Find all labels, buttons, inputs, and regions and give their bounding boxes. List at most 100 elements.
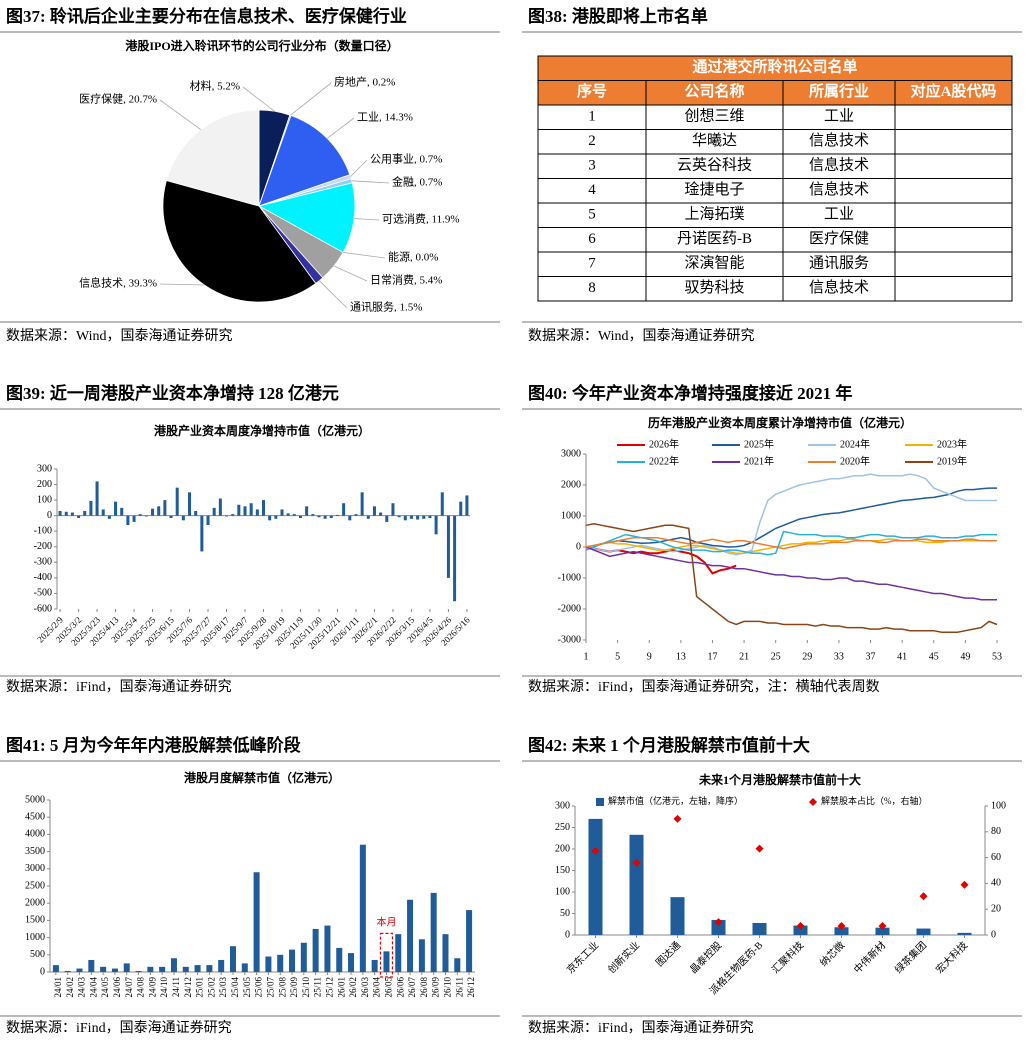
annotation: 本月 (376, 916, 396, 929)
value-label: 11.9% (426, 214, 460, 226)
y-tick-label: 1000 (561, 510, 581, 521)
bar (292, 514, 296, 516)
cell-text: 工业 (824, 108, 854, 125)
pie-label: 医疗保健20.7% (79, 94, 157, 106)
category: 公用事业 (370, 153, 414, 166)
bar (317, 515, 321, 518)
bar (169, 515, 173, 518)
y-tick-label: 150 (555, 865, 570, 876)
bar (395, 934, 402, 972)
bar (335, 514, 339, 516)
bar (359, 844, 366, 972)
x-tick-label: 26/04 (372, 977, 382, 998)
diamond-marker (632, 858, 641, 867)
y-tick-label: 0 (40, 966, 45, 977)
leader-line (333, 265, 368, 282)
x-tick-label: 25/01 (195, 977, 205, 998)
legend-label: 2025年 (744, 437, 774, 450)
bar (107, 515, 111, 519)
y-tick-label: 4000 (25, 829, 45, 840)
bar (793, 925, 808, 935)
table-cell (894, 251, 1013, 277)
bar (163, 500, 167, 516)
pie-label: 可选消费11.9% (382, 214, 460, 226)
x-tick-label: 26/02 (348, 977, 358, 998)
y-tick-label: 100 (555, 886, 570, 897)
bar (446, 515, 450, 578)
figure-caption: 图39: 近一周港股产业资本净增持 128 亿港元 (6, 383, 339, 403)
bar (422, 515, 426, 519)
bar (206, 965, 213, 972)
x-tick-label: 24/06 (112, 977, 122, 998)
y-tick-label: 0 (47, 510, 52, 521)
bar (440, 492, 444, 516)
y-tick-label: 200 (37, 479, 52, 490)
bar (126, 515, 130, 525)
bar (383, 951, 390, 972)
cell-text: 5 (588, 207, 596, 223)
bar (670, 897, 685, 935)
y-tick-label: -100 (34, 526, 52, 537)
x-tick-label: 26/10 (443, 977, 453, 998)
x-tick-label: 25/03 (218, 977, 228, 998)
x-tick-label: 13 (676, 651, 686, 662)
series-line (585, 473, 997, 556)
figure-source: 数据来源：iFind，国泰海通证券研究 (528, 1020, 754, 1036)
pie-label: 房地产0.2% (334, 77, 395, 89)
bar (111, 968, 118, 972)
table-cell (782, 202, 896, 228)
leader-line (319, 280, 348, 309)
y-tick-label: 2000 (561, 479, 581, 490)
x-tick-label: 京东工业 (564, 939, 601, 976)
series-line (585, 536, 997, 550)
bar (265, 956, 272, 972)
x-tick-label: 5 (615, 651, 620, 662)
leader-line (290, 82, 332, 116)
cell-text: 通讯服务 (809, 255, 869, 272)
table-cell (645, 227, 784, 253)
leader-line (350, 159, 368, 178)
x-tick-label: 25/06 (254, 977, 264, 998)
pie-label: 工业14.3% (357, 111, 413, 124)
x-tick-label: 26/11 (454, 977, 464, 997)
bar (391, 503, 395, 516)
table-cell (537, 202, 647, 228)
bar (120, 507, 124, 516)
leader-line (159, 283, 205, 286)
value-label: 0.7% (414, 154, 442, 166)
bar (385, 515, 389, 522)
table-title: 通过港交所聆讯公司名单 (692, 58, 857, 76)
cell-text: 丹诺医药-B (677, 230, 752, 247)
highlight-box (379, 932, 394, 978)
y-tick-label: 100 (37, 494, 52, 505)
bar (95, 481, 99, 516)
x-tick-label: 24/02 (65, 977, 75, 998)
x-tick-label: 创新实业 (605, 939, 642, 976)
series-line (585, 538, 997, 554)
cell-text: 华曦达 (692, 132, 737, 149)
chart-title: 港股产业资本周度净增持市值（亿港元） (154, 423, 370, 438)
category: 工业 (357, 111, 379, 124)
pie-label: 公用事业0.7% (370, 153, 442, 166)
x-tick-label: 26/01 (336, 977, 346, 998)
y-tick-label: -500 (34, 588, 52, 599)
value-label: 20.7% (123, 94, 157, 106)
cell-text: 6 (588, 231, 596, 247)
y-tick-label: -3000 (558, 634, 581, 645)
table-cell (894, 178, 1013, 204)
x-tick-label: 24/08 (136, 977, 146, 998)
value-label: 1.5% (394, 302, 422, 314)
legend-label: 解禁股本占比（%，右轴） (821, 795, 928, 806)
chart-title: 港股IPO进入聆讯环节的公司行业分布（数量口径） (125, 38, 398, 53)
bar (144, 515, 148, 517)
x-tick-label: 25/10 (301, 977, 311, 998)
value-label: 0.7% (414, 177, 442, 189)
bar (123, 963, 130, 972)
bar (629, 834, 644, 935)
table-cell (537, 251, 647, 277)
bar (324, 925, 331, 972)
x-tick-label: 24/04 (88, 977, 98, 998)
diamond-marker (837, 921, 846, 930)
y-tick-label: -300 (34, 557, 52, 568)
bar (459, 501, 463, 516)
